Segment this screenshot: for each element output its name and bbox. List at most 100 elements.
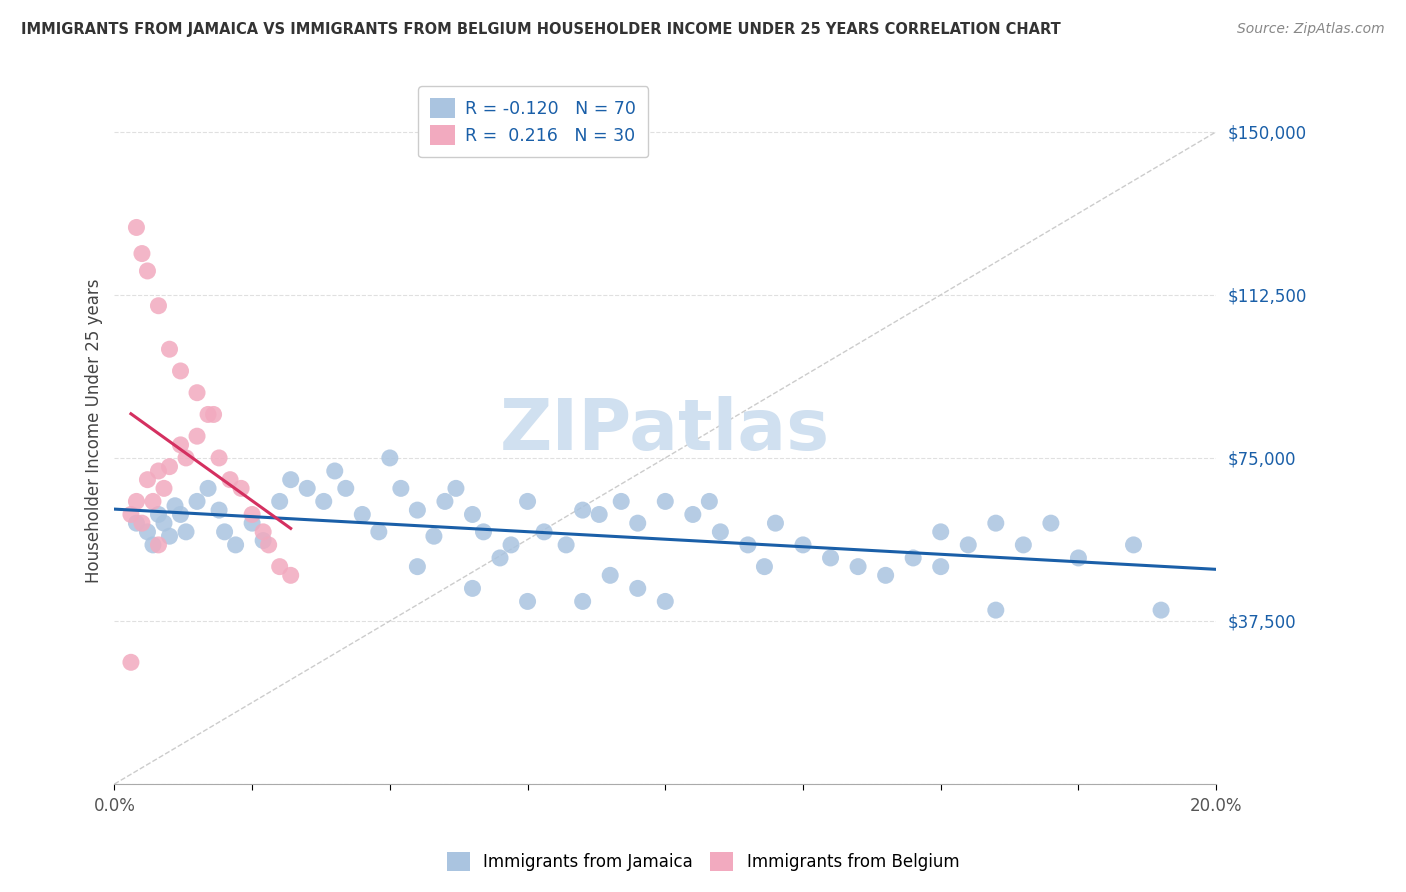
Point <box>792 538 814 552</box>
Point <box>125 494 148 508</box>
Point <box>153 481 176 495</box>
Point <box>367 524 389 539</box>
Point <box>654 594 676 608</box>
Point <box>159 342 181 356</box>
Point <box>709 524 731 539</box>
Point <box>252 533 274 548</box>
Point <box>588 508 610 522</box>
Point <box>120 508 142 522</box>
Point <box>699 494 721 508</box>
Y-axis label: Householder Income Under 25 years: Householder Income Under 25 years <box>86 278 103 583</box>
Point <box>208 450 231 465</box>
Point <box>627 516 650 530</box>
Point <box>1122 538 1144 552</box>
Point <box>257 538 280 552</box>
Point <box>929 559 952 574</box>
Point <box>136 264 159 278</box>
Point <box>599 568 621 582</box>
Point <box>169 438 191 452</box>
Point <box>406 559 429 574</box>
Point <box>186 429 208 443</box>
Point <box>229 481 252 495</box>
Point <box>225 538 247 552</box>
Point <box>240 516 263 530</box>
Point <box>280 473 302 487</box>
Point <box>929 524 952 539</box>
Legend: R = -0.120   N = 70, R =  0.216   N = 30: R = -0.120 N = 70, R = 0.216 N = 30 <box>418 87 648 158</box>
Point <box>131 516 153 530</box>
Point <box>280 568 302 582</box>
Point <box>159 529 181 543</box>
Point <box>754 559 776 574</box>
Point <box>169 508 191 522</box>
Point <box>461 582 484 596</box>
Point <box>297 481 319 495</box>
Point <box>875 568 897 582</box>
Point <box>131 246 153 260</box>
Point <box>352 508 374 522</box>
Point <box>533 524 555 539</box>
Point <box>148 538 170 552</box>
Point <box>571 594 593 608</box>
Point <box>737 538 759 552</box>
Point <box>765 516 787 530</box>
Point <box>159 459 181 474</box>
Point <box>148 299 170 313</box>
Point <box>136 473 159 487</box>
Point <box>214 524 236 539</box>
Point <box>186 494 208 508</box>
Point <box>202 408 225 422</box>
Point <box>174 524 197 539</box>
Point <box>142 494 165 508</box>
Text: IMMIGRANTS FROM JAMAICA VS IMMIGRANTS FROM BELGIUM HOUSEHOLDER INCOME UNDER 25 Y: IMMIGRANTS FROM JAMAICA VS IMMIGRANTS FR… <box>21 22 1062 37</box>
Point <box>240 508 263 522</box>
Point <box>654 494 676 508</box>
Point <box>489 550 512 565</box>
Point <box>148 464 170 478</box>
Point <box>444 481 467 495</box>
Point <box>136 524 159 539</box>
Point <box>197 408 219 422</box>
Point <box>1150 603 1173 617</box>
Point <box>555 538 578 552</box>
Point <box>984 516 1007 530</box>
Point <box>461 508 484 522</box>
Point <box>335 481 357 495</box>
Point <box>1067 550 1090 565</box>
Point <box>269 494 291 508</box>
Point <box>901 550 924 565</box>
Point <box>312 494 335 508</box>
Point <box>571 503 593 517</box>
Point <box>627 582 650 596</box>
Point <box>163 499 186 513</box>
Point <box>378 450 401 465</box>
Point <box>219 473 242 487</box>
Point <box>1012 538 1035 552</box>
Point <box>516 494 538 508</box>
Point <box>169 364 191 378</box>
Point <box>148 508 170 522</box>
Point <box>820 550 842 565</box>
Point <box>610 494 633 508</box>
Point <box>125 220 148 235</box>
Point <box>125 516 148 530</box>
Point <box>1039 516 1062 530</box>
Point <box>499 538 522 552</box>
Point <box>174 450 197 465</box>
Point <box>389 481 412 495</box>
Point <box>197 481 219 495</box>
Point <box>984 603 1007 617</box>
Legend: Immigrants from Jamaica, Immigrants from Belgium: Immigrants from Jamaica, Immigrants from… <box>439 843 967 880</box>
Point <box>406 503 429 517</box>
Point <box>208 503 231 517</box>
Point <box>269 559 291 574</box>
Point <box>252 524 274 539</box>
Point <box>186 385 208 400</box>
Point <box>472 524 495 539</box>
Text: Source: ZipAtlas.com: Source: ZipAtlas.com <box>1237 22 1385 37</box>
Point <box>516 594 538 608</box>
Point <box>423 529 446 543</box>
Point <box>153 516 176 530</box>
Point <box>120 655 142 669</box>
Point <box>433 494 456 508</box>
